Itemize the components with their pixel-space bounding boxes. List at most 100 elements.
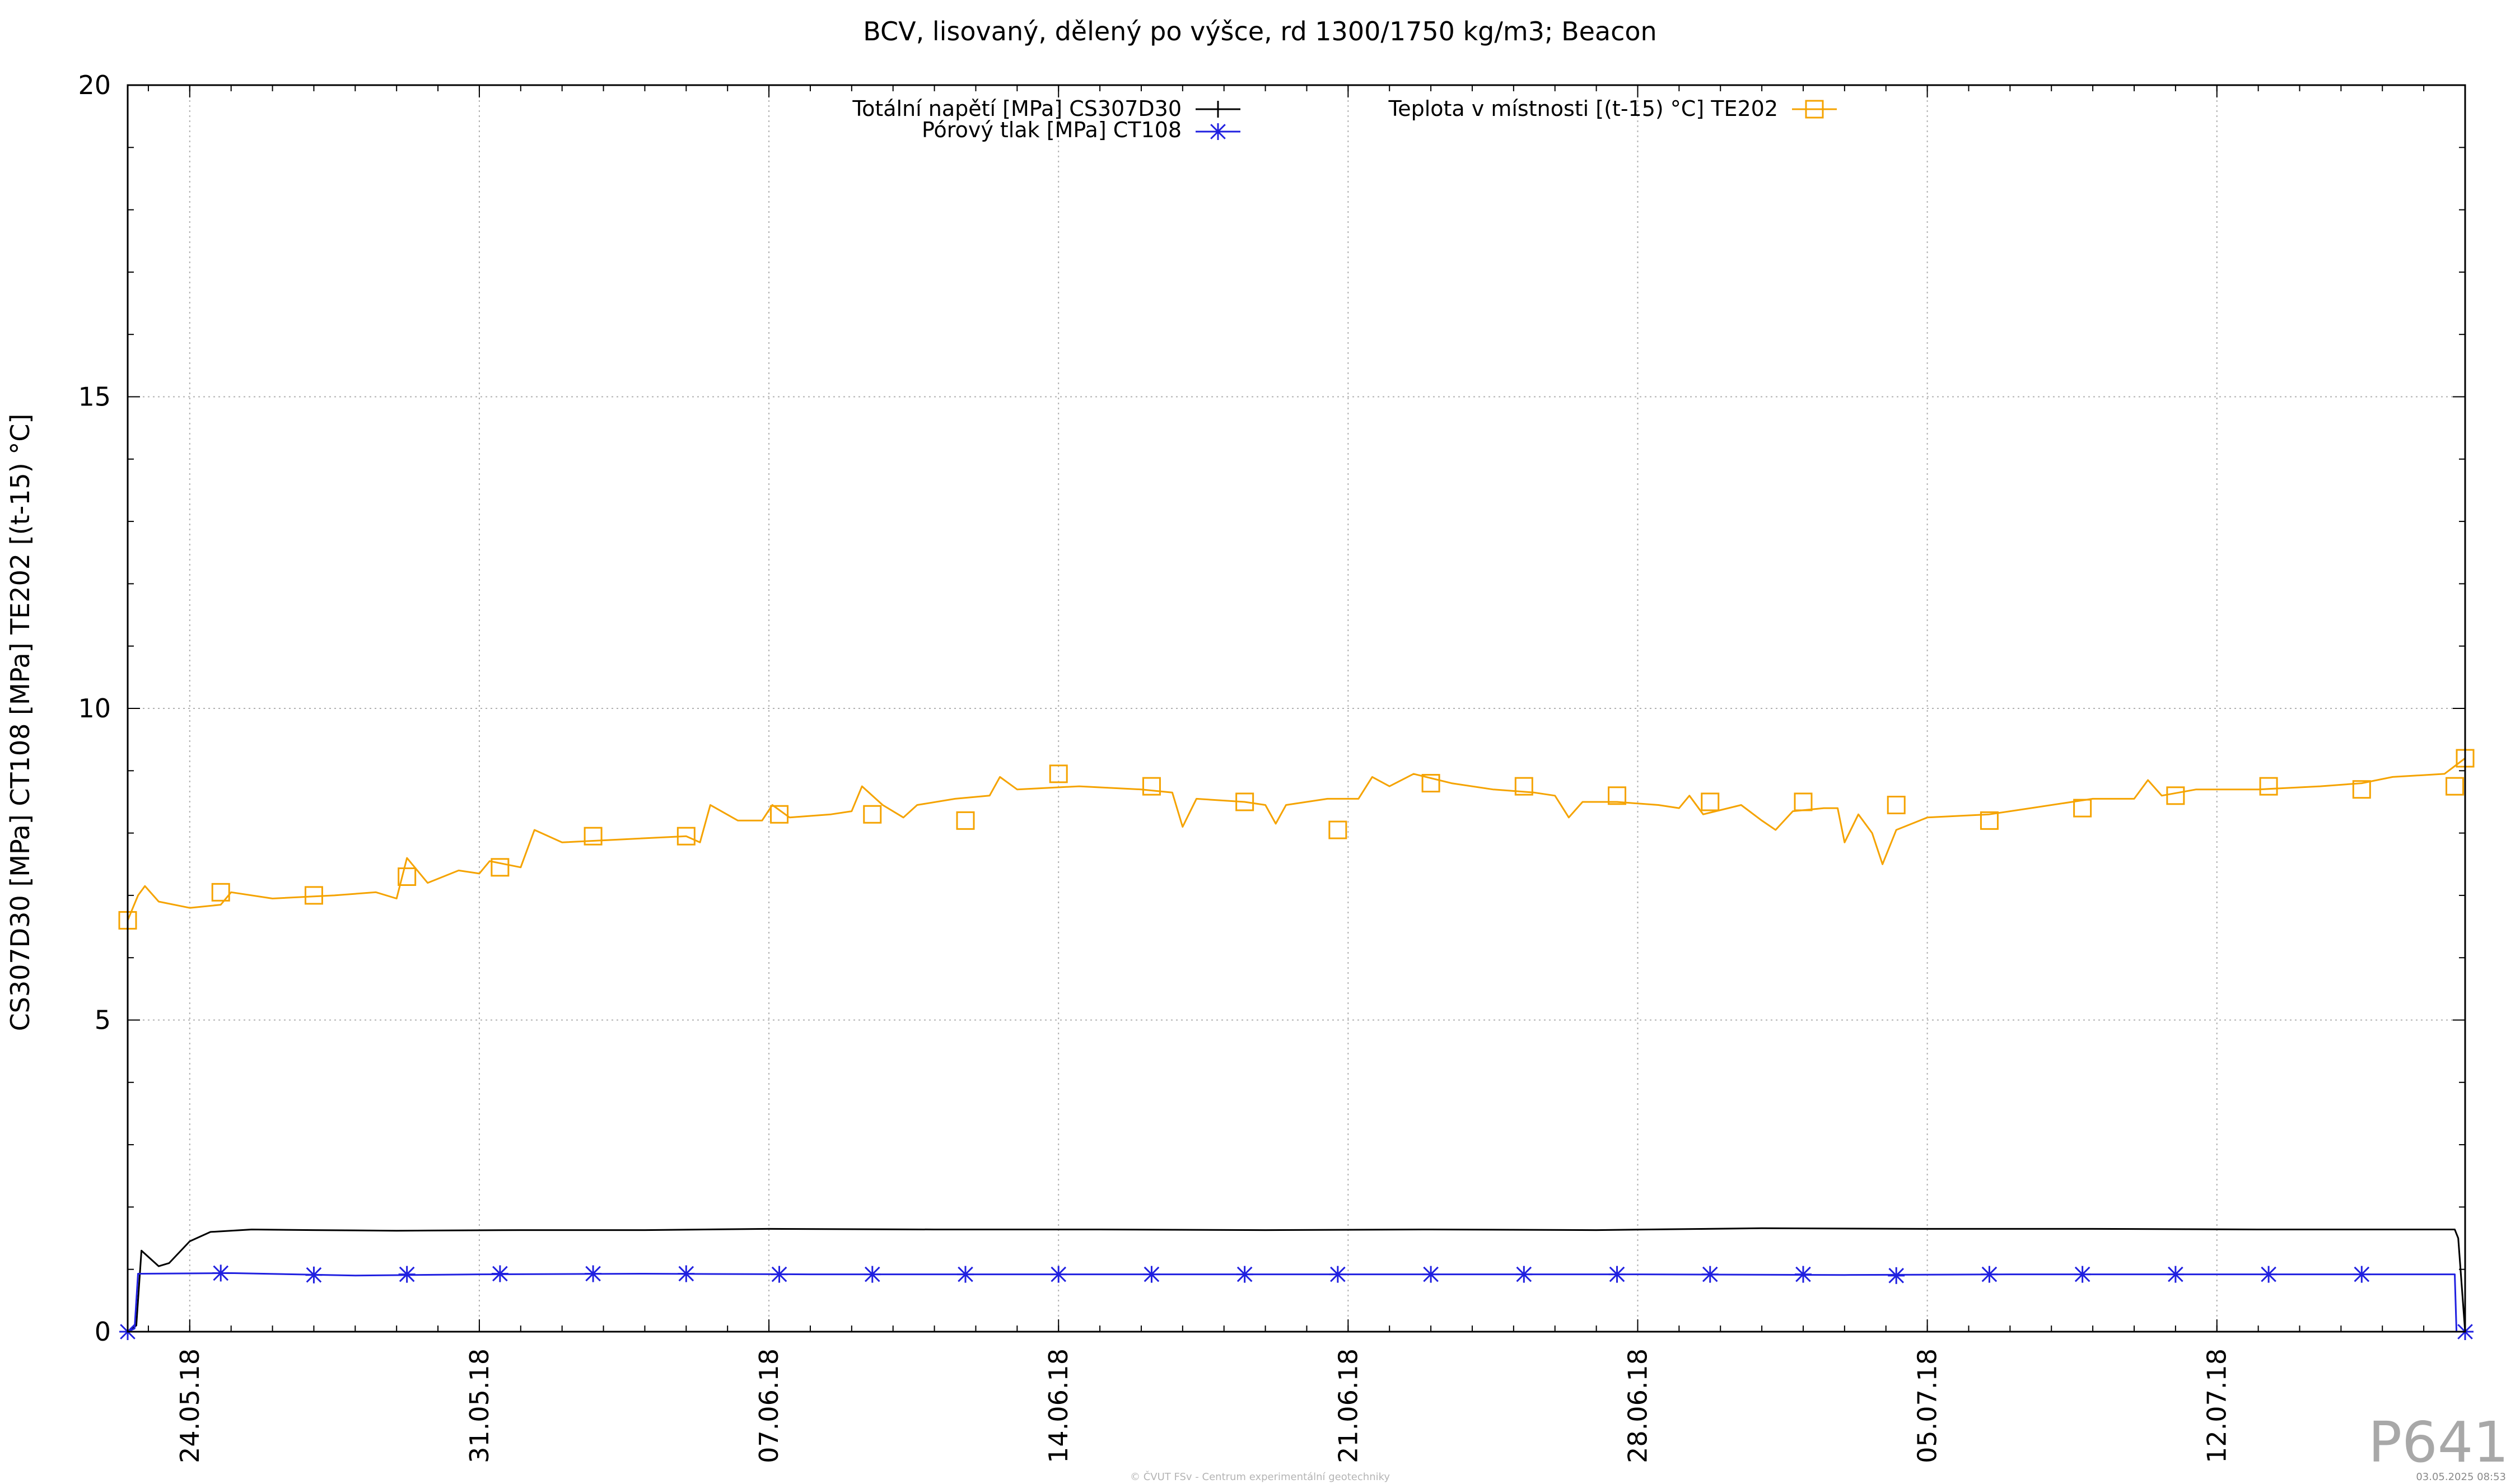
marker-stroke — [678, 1266, 694, 1282]
chart-title: BCV, lisovaný, dělený po výšce, rd 1300/… — [863, 16, 1656, 46]
legend-label: Totální napětí [MPa] CS307D30 — [852, 96, 1182, 121]
series-3 — [118, 749, 2475, 930]
marker-stroke — [1423, 1266, 1439, 1282]
x-tick-label: 14.06.18 — [1043, 1348, 1074, 1463]
series-3-marker — [2446, 777, 2465, 796]
series-3-marker — [1235, 792, 1254, 811]
series-2-marker — [1515, 1266, 1533, 1283]
x-tick-label: 05.07.18 — [1912, 1348, 1943, 1463]
marker-stroke — [1210, 124, 1226, 139]
marker-stroke — [864, 1266, 880, 1282]
series-3-marker — [863, 805, 882, 824]
series-2-marker — [1981, 1266, 1998, 1283]
legend-marker — [1210, 123, 1226, 140]
x-tick-label: 21.06.18 — [1333, 1348, 1363, 1463]
series-3-marker — [956, 811, 975, 830]
series-2-marker — [956, 1266, 974, 1283]
marker-stroke — [1795, 1266, 1811, 1282]
series-3-marker — [584, 827, 603, 846]
series-3-marker — [1701, 792, 1720, 811]
series-3-marker — [770, 805, 789, 824]
series-3-marker — [491, 858, 510, 877]
marker-stroke — [492, 1266, 508, 1282]
series-3-marker — [304, 886, 323, 905]
series-2-marker — [1794, 1266, 1812, 1283]
marker-stroke — [771, 1266, 787, 1282]
series-2-marker — [2260, 1266, 2278, 1283]
y-tick-label: 10 — [78, 693, 111, 724]
series-3-line — [127, 757, 2466, 921]
marker-stroke — [1702, 1266, 1718, 1282]
series-2 — [119, 1264, 2474, 1340]
y-tick-label: 5 — [95, 1005, 111, 1035]
marker-stroke — [585, 1266, 601, 1282]
series-2-marker — [585, 1265, 602, 1282]
series-2-marker — [1143, 1266, 1160, 1283]
series-3-marker — [1049, 764, 1068, 783]
marker-stroke — [1516, 1266, 1532, 1282]
marker-stroke — [958, 1266, 973, 1282]
series-2-marker — [398, 1266, 416, 1283]
series-2-marker — [1050, 1266, 1067, 1283]
series-2-marker — [1888, 1267, 1905, 1284]
series-3-marker — [2166, 786, 2185, 805]
x-tick-label: 12.07.18 — [2202, 1348, 2232, 1463]
marker-stroke — [2168, 1266, 2183, 1282]
series-2-marker — [491, 1265, 508, 1282]
marker-stroke — [2261, 1266, 2276, 1282]
marker-stroke — [2354, 1266, 2370, 1282]
series-2-marker — [1608, 1266, 1626, 1283]
series-3-marker — [211, 883, 230, 902]
legend-entry: Pórový tlak [MPa] CT108 — [922, 118, 1240, 142]
series-2-marker — [864, 1266, 881, 1283]
series-3-marker — [1421, 774, 1440, 793]
series-2-marker — [1422, 1266, 1440, 1283]
series-2-marker — [2074, 1266, 2091, 1283]
x-tick-label: 07.06.18 — [754, 1348, 784, 1463]
marker-stroke — [1981, 1266, 1998, 1282]
series-1 — [127, 1227, 2466, 1333]
legend-label: Pórový tlak [MPa] CT108 — [922, 118, 1182, 142]
legend-entry: Teplota v místnosti [(t-15) °C] TE202 — [1388, 96, 1837, 121]
marker-stroke — [1888, 1268, 1905, 1284]
series-3-marker — [2073, 799, 2092, 818]
y-tick-label: 20 — [78, 70, 111, 100]
marker-stroke — [306, 1267, 322, 1283]
series-3-marker — [1608, 786, 1627, 805]
marker-stroke — [213, 1265, 229, 1281]
series-2-marker — [678, 1265, 695, 1282]
series-2-marker — [1701, 1266, 1719, 1283]
marker-stroke — [399, 1266, 415, 1282]
marker-stroke — [1236, 1266, 1253, 1282]
series-2-marker — [771, 1266, 788, 1283]
series-3-marker — [1887, 796, 1906, 815]
series-3-marker — [2352, 780, 2371, 799]
timestamp-footer: 03.05.2025 08:53 — [2416, 1471, 2506, 1483]
series-3-marker — [1328, 820, 1347, 839]
series-1-line — [127, 1227, 2466, 1333]
series-2-marker — [212, 1264, 230, 1282]
series-2-marker — [305, 1266, 323, 1284]
x-tick-label: 31.05.18 — [464, 1348, 494, 1463]
series-3-marker — [1514, 777, 1533, 796]
series-3-marker — [676, 827, 696, 846]
series-3-marker — [1794, 792, 1813, 811]
series-3-marker — [1980, 811, 1999, 830]
y-tick-label: 15 — [78, 382, 111, 412]
marker-stroke — [1609, 1266, 1625, 1282]
legend-marker — [1805, 100, 1824, 119]
axes-layer: 0 5 10 15 20 24.05.18 31.05.18 07.06.18 14.06.18… — [78, 70, 2465, 1463]
x-tick-label: 24.05.18 — [175, 1348, 205, 1463]
legend-marker — [1210, 101, 1226, 118]
series-3-marker — [1142, 777, 1161, 796]
series-2-marker — [2167, 1266, 2184, 1283]
series-2-marker — [2353, 1266, 2370, 1283]
marker-stroke — [1051, 1266, 1067, 1282]
legend-entry: Totální napětí [MPa] CS307D30 — [852, 96, 1240, 121]
copyright-footer: © ČVUT FSv - Centrum experimentální geot… — [1130, 1471, 1390, 1483]
series-2-marker — [1329, 1266, 1346, 1283]
watermark-label: P641 — [2368, 1410, 2509, 1475]
